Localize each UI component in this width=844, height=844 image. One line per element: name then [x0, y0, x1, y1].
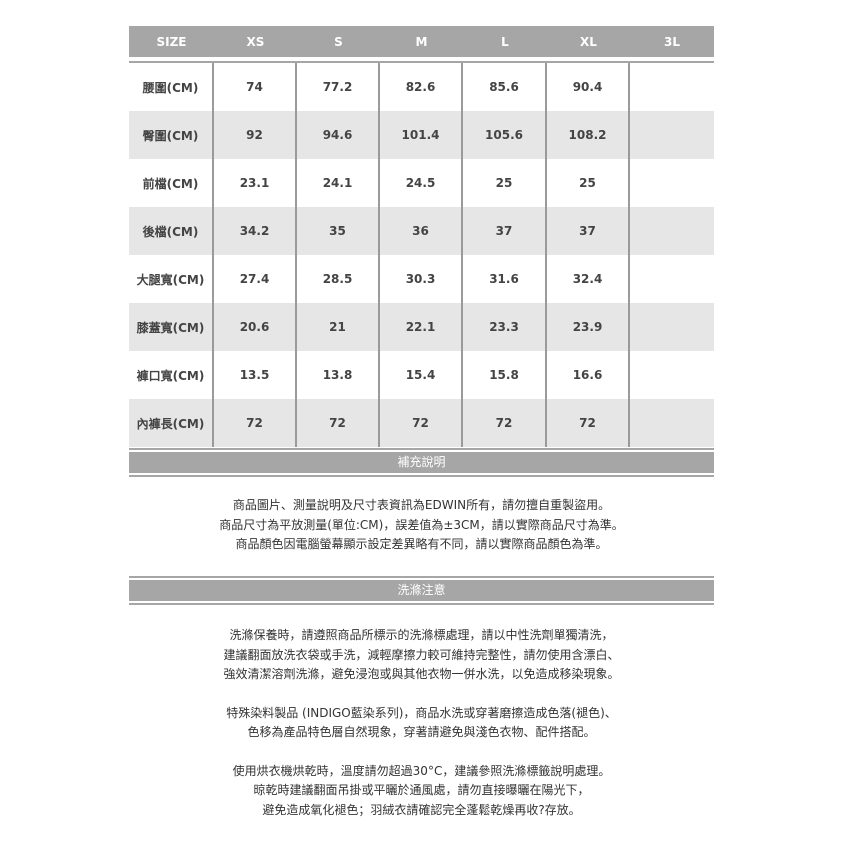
row-label: 內褲長(CM) [129, 399, 214, 447]
table-cell: 108.2 [547, 111, 630, 159]
table-cell [630, 63, 714, 111]
care-line: 晾乾時建議翻面吊掛或平曬於通風處，請勿直接曝曬在陽光下， [253, 783, 590, 797]
table-cell: 77.2 [297, 63, 380, 111]
table-row: 大腿寬(CM) 27.4 28.5 30.3 31.6 32.4 [129, 255, 714, 303]
table-cell: 37 [463, 207, 547, 255]
size-table-header: SIZE XS S M L XL 3L [129, 26, 714, 57]
row-label: 膝蓋寬(CM) [129, 303, 214, 351]
table-cell: 32.4 [547, 255, 630, 303]
care-paragraph: 洗滌保養時，請遵照商品所標示的洗滌標處理，請以中性洗劑單獨清洗， 建議翻面放洗衣袋… [129, 626, 714, 685]
row-label: 腰圍(CM) [129, 63, 214, 111]
table-cell: 74 [214, 63, 297, 111]
care-line: 特殊染料製品 (INDIGO藍染系列)，商品水洗或穿著磨擦造成色落(褪色)、 [226, 705, 617, 720]
table-cell: 92 [214, 111, 297, 159]
table-cell [630, 303, 714, 351]
header-s: S [334, 34, 343, 49]
header-xl: XL [580, 34, 597, 49]
table-cell: 25 [547, 159, 630, 207]
care-paragraph: 使用烘衣機烘乾時，溫度請勿超過30°C，建議參照洗滌標籤說明處理。 晾乾時建議翻面… [129, 762, 714, 821]
header-xs: XS [246, 34, 265, 49]
supplement-line: 商品顏色因電腦螢幕顯示設定差異略有不同，請以實際商品顏色為準。 [235, 537, 608, 551]
table-cell: 23.3 [463, 303, 547, 351]
table-cell [630, 159, 714, 207]
table-cell: 16.6 [547, 351, 630, 399]
table-cell: 105.6 [463, 111, 547, 159]
table-cell: 37 [547, 207, 630, 255]
table-cell: 31.6 [463, 255, 547, 303]
table-cell: 13.8 [297, 351, 380, 399]
table-cell: 34.2 [214, 207, 297, 255]
header-m: M [415, 34, 428, 49]
header-l: L [501, 34, 509, 49]
table-cell: 30.3 [380, 255, 463, 303]
row-label: 臀圍(CM) [129, 111, 214, 159]
table-cell: 20.6 [214, 303, 297, 351]
table-cell: 13.5 [214, 351, 297, 399]
supplement-text: 商品圖片、測量說明及尺寸表資訊為EDWIN所有，請勿擅自重製盜用。 商品尺寸為平… [129, 496, 714, 555]
table-row: 內褲長(CM) 72 72 72 72 72 [129, 399, 714, 447]
table-cell [630, 399, 714, 447]
table-cell: 27.4 [214, 255, 297, 303]
table-cell: 72 [297, 399, 380, 447]
care-paragraph: 特殊染料製品 (INDIGO藍染系列)，商品水洗或穿著磨擦造成色落(褪色)、 色移… [129, 704, 714, 743]
table-cell [630, 207, 714, 255]
supplement-header: 補充說明 [129, 446, 714, 479]
table-cell: 36 [380, 207, 463, 255]
table-row: 臀圍(CM) 92 94.6 101.4 105.6 108.2 [129, 111, 714, 159]
table-cell: 21 [297, 303, 380, 351]
care-line: 使用烘衣機烘乾時，溫度請勿超過30°C，建議參照洗滌標籤說明處理。 [232, 763, 611, 778]
row-label: 前檔(CM) [129, 159, 214, 207]
table-cell: 24.1 [297, 159, 380, 207]
care-line: 強效清潔溶劑洗滌，避免浸泡或與其他衣物一併水洗，以免造成移染現象。 [223, 667, 620, 681]
care-header: 洗滌注意 [129, 574, 714, 607]
care-line: 洗滌保養時，請遵照商品所標示的洗滌標處理，請以中性洗劑單獨清洗， [229, 628, 614, 642]
table-cell: 72 [380, 399, 463, 447]
care-text: 洗滌保養時，請遵照商品所標示的洗滌標處理，請以中性洗劑單獨清洗， 建議翻面放洗衣袋… [129, 626, 714, 839]
table-cell: 15.4 [380, 351, 463, 399]
table-cell [630, 351, 714, 399]
table-cell: 24.5 [380, 159, 463, 207]
table-cell: 23.9 [547, 303, 630, 351]
size-table: SIZE XS S M L XL 3L 腰圍(CM) 74 77.2 82.6 85.6 90.4 臀圍… [129, 26, 714, 447]
care-line: 建議翻面放洗衣袋或手洗，減輕摩擦力較可維持完整性，請勿使用含漂白、 [223, 647, 620, 662]
table-cell: 15.8 [463, 351, 547, 399]
row-label: 褲口寬(CM) [129, 351, 214, 399]
table-cell: 101.4 [380, 111, 463, 159]
table-cell: 82.6 [380, 63, 463, 111]
table-row: 前檔(CM) 23.1 24.1 24.5 25 25 [129, 159, 714, 207]
supplement-line: 商品圖片、測量說明及尺寸表資訊為EDWIN所有，請勿擅自重製盜用。 [232, 498, 611, 512]
table-cell: 85.6 [463, 63, 547, 111]
table-cell: 35 [297, 207, 380, 255]
table-cell: 25 [463, 159, 547, 207]
table-cell: 72 [547, 399, 630, 447]
supplement-title: 補充說明 [129, 452, 714, 473]
header-3l: 3L [664, 34, 680, 49]
header-size: SIZE [156, 34, 187, 49]
table-row: 腰圍(CM) 74 77.2 82.6 85.6 90.4 [129, 63, 714, 111]
table-cell: 28.5 [297, 255, 380, 303]
care-title: 洗滌注意 [129, 580, 714, 601]
table-cell [630, 255, 714, 303]
care-line: 避免造成氧化褪色；羽絨衣請確認完全蓬鬆乾燥再收?存放。 [262, 802, 581, 817]
table-cell: 72 [214, 399, 297, 447]
care-line: 色移為產品特色層自然現象，穿著請避免與淺色衣物、配件搭配。 [247, 725, 596, 739]
table-row: 後檔(CM) 34.2 35 36 37 37 [129, 207, 714, 255]
supplement-line: 商品尺寸為平放測量(單位:CM)，誤差值為±3CM，請以實際商品尺寸為準。 [219, 517, 624, 532]
table-cell: 72 [463, 399, 547, 447]
table-cell: 94.6 [297, 111, 380, 159]
table-row: 褲口寬(CM) 13.5 13.8 15.4 15.8 16.6 [129, 351, 714, 399]
table-cell [630, 111, 714, 159]
row-label: 後檔(CM) [129, 207, 214, 255]
row-label: 大腿寬(CM) [129, 255, 214, 303]
table-row: 膝蓋寬(CM) 20.6 21 22.1 23.3 23.9 [129, 303, 714, 351]
table-cell: 90.4 [547, 63, 630, 111]
table-cell: 23.1 [214, 159, 297, 207]
table-cell: 22.1 [380, 303, 463, 351]
